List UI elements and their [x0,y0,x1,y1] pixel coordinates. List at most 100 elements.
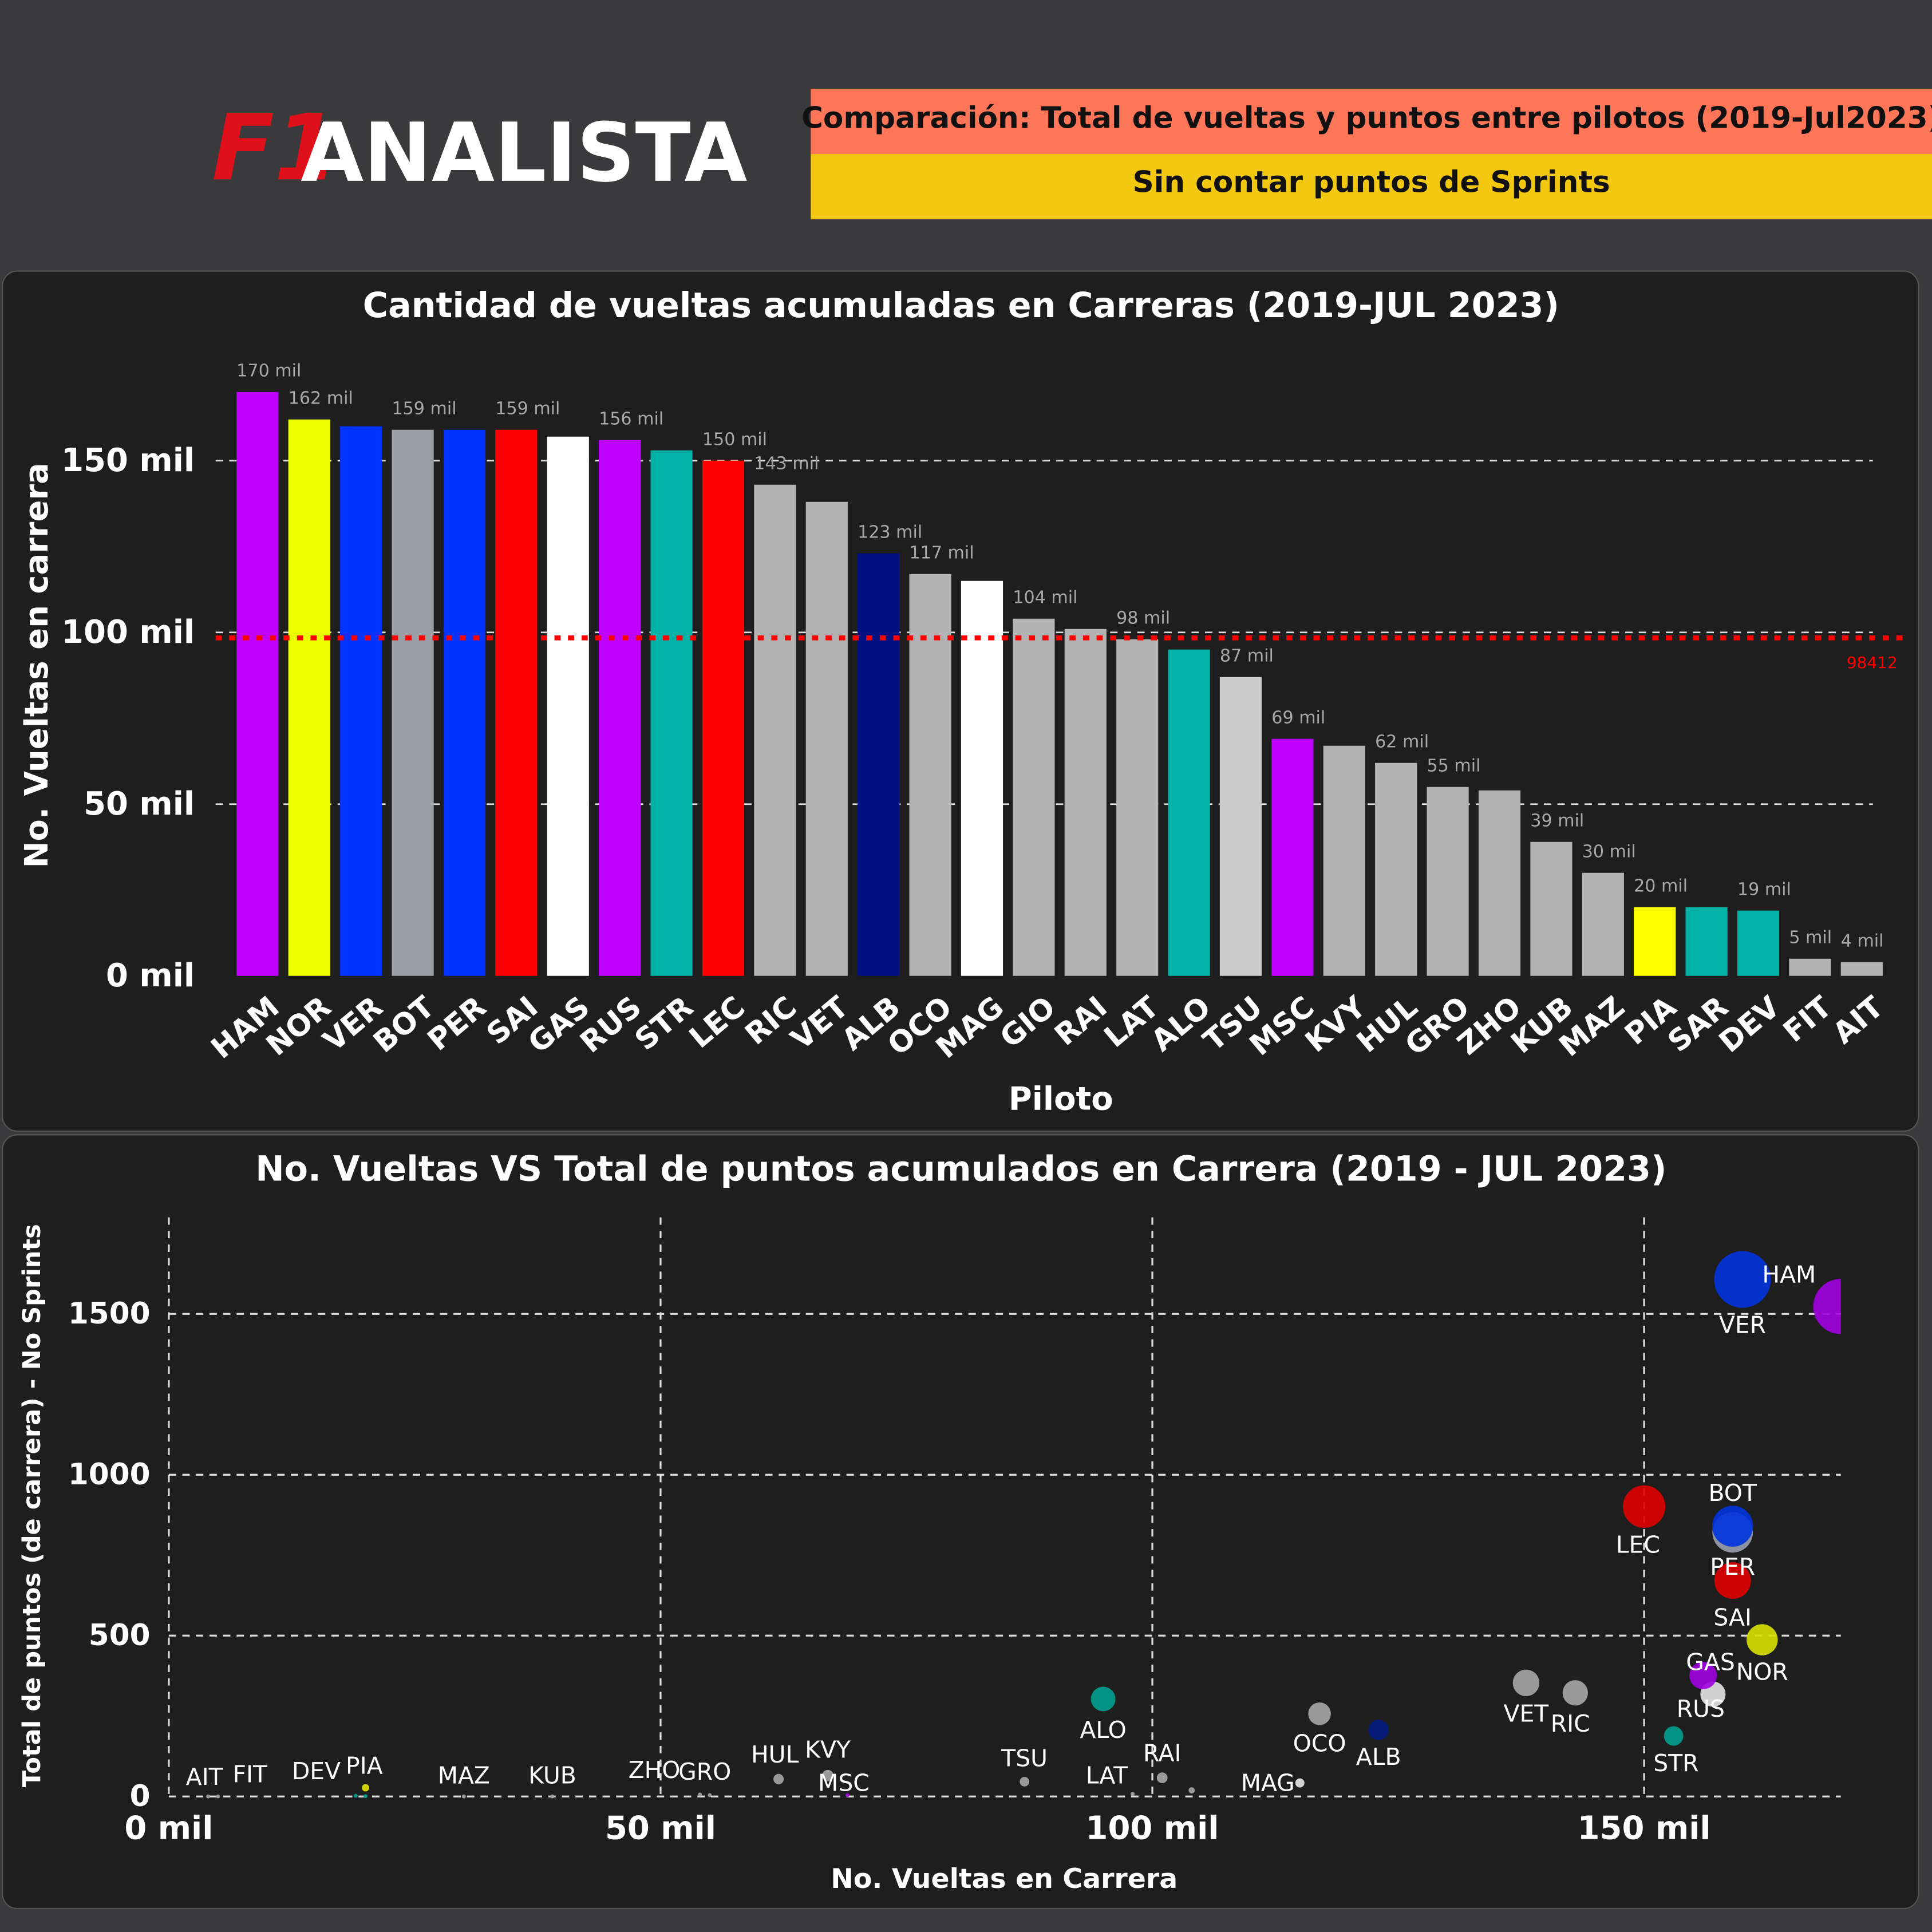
bar [288,419,330,976]
point-label: RAI [1143,1740,1182,1767]
point [1562,1680,1588,1706]
point-label: FIT [232,1760,268,1788]
value-label: 143 mil [754,454,819,474]
point-label: OCO [1293,1729,1346,1757]
bar [392,429,434,976]
bar [1013,618,1055,976]
value-label: 39 mil [1530,811,1584,831]
points [206,1251,1841,1799]
page-title: Comparación: Total de vueltas y puntos e… [801,101,1932,136]
y-tick-label: 150 mil [61,442,195,479]
x-tick-label: 0 mil [124,1810,213,1847]
bar [909,574,951,976]
scatter-title: No. Vueltas VS Total de puntos acumulado… [255,1149,1666,1190]
value-label: 156 mil [599,409,663,429]
point [1712,1506,1753,1547]
y-axis-title: No. Vueltas en carrera [18,463,56,868]
value-label: 30 mil [1582,842,1636,862]
bar [1582,872,1624,976]
bar [1427,787,1469,976]
point-label: RUS [1677,1695,1725,1722]
point-label: PIA [346,1752,383,1779]
point [708,1793,712,1797]
point [364,1794,368,1799]
value-label: 159 mil [495,399,560,419]
point-label: LAT [1086,1761,1128,1789]
point-label: ALO [1080,1716,1126,1744]
bar [1271,738,1314,976]
point [1308,1702,1331,1725]
bar [805,501,848,976]
y-tick-label: 500 [89,1618,151,1653]
point [1714,1251,1771,1308]
bar [1789,958,1831,976]
point [216,1794,220,1799]
point-label: VER [1719,1311,1766,1339]
point [845,1793,850,1797]
point-label: MSC [818,1769,870,1796]
point-label: HAM [1762,1261,1816,1288]
x-axis-title: Piloto [1009,1080,1113,1117]
bar [1530,841,1573,976]
point [1714,1562,1751,1599]
bar [1168,649,1210,976]
point [1188,1787,1195,1793]
point-label: SAI [1713,1604,1752,1631]
point-label: NOR [1736,1658,1788,1685]
point-label: LEC [1616,1531,1660,1559]
bar [236,392,279,976]
point-label: MAZ [438,1762,490,1789]
point [698,1792,702,1797]
title-box [811,88,1932,155]
bar [1064,629,1107,976]
value-label: 170 mil [236,361,301,381]
bar [1116,639,1159,976]
point-label: GAS [1686,1649,1735,1676]
bar [702,460,745,976]
x-tick-label: 100 mil [1086,1810,1219,1847]
point-label: ZHO [629,1756,681,1784]
value-label: 87 mil [1220,646,1274,666]
y-tick-label: 1000 [68,1457,151,1492]
point-label: VET [1504,1700,1550,1728]
point-label: AIT [186,1763,224,1791]
point-label: STR [1653,1749,1698,1777]
bar [1737,910,1780,976]
value-label: 117 mil [909,543,974,563]
point [1368,1720,1389,1740]
y-tick-label: 50 mil [84,785,195,823]
x-tick-label: 50 mil [605,1810,716,1847]
point-label: GRO [678,1758,731,1785]
value-label: 19 mil [1737,880,1791,900]
point [461,1794,466,1799]
value-label: 159 mil [392,399,456,419]
bar [1685,907,1728,976]
bar [443,429,486,976]
point [1020,1777,1030,1787]
logo-mark: F1 [212,94,338,201]
value-label: 4 mil [1841,931,1884,951]
bar [961,580,1003,976]
point-label: KVY [805,1736,851,1764]
point [1813,1279,1841,1334]
point [1689,1661,1717,1689]
value-label: 162 mil [289,389,353,409]
value-label: 123 mil [858,523,922,543]
bar [650,450,693,976]
point [1512,1669,1540,1697]
point-label: RIC [1551,1710,1590,1737]
value-label: 5 mil [1789,928,1832,948]
point [1747,1624,1778,1656]
point [1623,1485,1666,1528]
point [353,1793,358,1798]
logo-text: ANALISTA [301,105,747,200]
reference-label: 98412 [1847,653,1898,672]
point-label: TSU [1001,1744,1048,1772]
point-label: MAG [1241,1769,1295,1797]
point-label: KUB [528,1762,576,1789]
value-label: 55 mil [1427,756,1481,776]
y-axis-title: Total de puntos (de carrera) - No Sprint… [18,1224,46,1787]
point [362,1784,369,1792]
bar [599,440,641,976]
